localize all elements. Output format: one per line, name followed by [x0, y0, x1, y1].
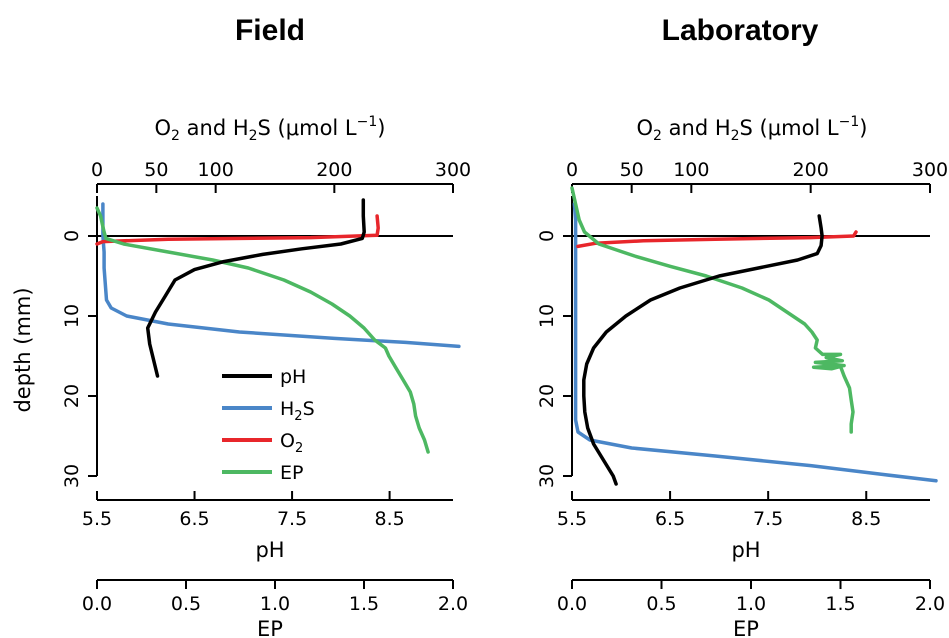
ph-axis-tick-label: 5.5 [557, 508, 587, 530]
top-axis-tick-label: 200 [316, 159, 352, 181]
ep-axis-tick-label: 1.0 [736, 593, 766, 615]
top-axis-title-part: 2 [653, 128, 662, 144]
top-axis-tick-label: 100 [673, 159, 709, 181]
legend-label-ep: EP [280, 462, 303, 484]
ep-axis-tick-label: 0.0 [82, 593, 112, 615]
ep-axis-tick-label: 2.0 [438, 593, 468, 615]
series-line-h2s [101, 202, 461, 349]
ep-axis-tick-label: 1.5 [349, 593, 379, 615]
ep-axis-tick-label: 1.5 [825, 593, 855, 615]
top-axis-title-part: −1 [839, 114, 860, 130]
legend-label-part: 2 [295, 441, 303, 456]
ph-axis-tick-label: 6.5 [179, 508, 209, 530]
top-axis-title-part: and H [662, 116, 731, 140]
ep-axis-tick-label: 2.0 [915, 593, 945, 615]
depth-axis-tick-label: 0 [61, 230, 83, 242]
series-line-ep [95, 206, 430, 454]
depth-axis-tick-label: 30 [536, 464, 558, 488]
ph-axis-tick-label: 8.5 [374, 508, 404, 530]
series-line-o2 [95, 214, 380, 246]
depth-axis-tick-label: 10 [61, 304, 83, 328]
series-line-ph [145, 198, 366, 378]
panel-title: Field [235, 14, 305, 47]
top-axis-tick-label: 50 [620, 159, 644, 181]
top-axis-title-part: O [155, 116, 172, 140]
top-axis-title-part: −1 [357, 114, 378, 130]
top-axis-tick-label: 0 [566, 159, 578, 181]
depth-axis-title: depth (mm) [11, 287, 35, 412]
ep-axis-tick-label: 0.0 [557, 593, 587, 615]
depth-axis-tick-label: 20 [61, 384, 83, 408]
ep-axis-tick-label: 0.5 [171, 593, 201, 615]
legend-label-part: O [280, 430, 295, 452]
legend-label-part: 2 [294, 409, 302, 424]
series-line-ep [570, 186, 855, 434]
top-axis-title-part: 2 [731, 128, 740, 144]
top-axis-title: O2 and H2S (μmol L−1) [155, 114, 386, 144]
ph-axis-tick-label: 7.5 [753, 508, 783, 530]
top-axis-title-part: S (μmol L [258, 116, 357, 140]
depth-axis-tick-label: 10 [536, 304, 558, 328]
panel-title: Laboratory [662, 14, 819, 47]
series-line-ph [582, 214, 824, 486]
ep-axis-tick-label: 0.5 [646, 593, 676, 615]
ep-axis-tick-label: 1.0 [260, 593, 290, 615]
top-axis-title: O2 and H2S (μmol L−1) [637, 114, 868, 144]
legend-label-o2: O2 [280, 430, 303, 456]
ph-axis-title: pH [255, 538, 284, 562]
top-axis-tick-label: 100 [198, 159, 234, 181]
ep-axis-title: EP [257, 617, 283, 638]
ep-axis-title: EP [733, 617, 759, 638]
top-axis-title-part: S (μmol L [740, 116, 839, 140]
legend-label-part: H [280, 398, 294, 420]
legend-label-part: S [303, 398, 315, 420]
ph-axis-tick-label: 8.5 [851, 508, 881, 530]
series-line-h2s [572, 202, 938, 483]
top-axis-title-part: and H [180, 116, 249, 140]
depth-axis-tick-label: 20 [536, 384, 558, 408]
legend-label-h2s: H2S [280, 398, 315, 424]
top-axis-title-part: O [637, 116, 654, 140]
top-axis-tick-label: 50 [144, 159, 168, 181]
ph-axis-tick-label: 7.5 [277, 508, 307, 530]
ph-axis-tick-label: 5.5 [82, 508, 112, 530]
top-axis-title-part: 2 [171, 128, 180, 144]
top-axis-title-part: ) [377, 116, 385, 140]
legend-label-ph: pH [280, 366, 306, 388]
top-axis-title-part: 2 [249, 128, 258, 144]
top-axis-tick-label: 300 [912, 159, 948, 181]
top-axis-tick-label: 200 [793, 159, 829, 181]
depth-axis-tick-label: 0 [536, 230, 558, 242]
top-axis-tick-label: 0 [91, 159, 103, 181]
top-axis-tick-label: 300 [435, 159, 471, 181]
depth-axis-tick-label: 30 [61, 464, 83, 488]
top-axis-title-part: ) [859, 116, 867, 140]
ph-axis-title: pH [731, 538, 760, 562]
series-line-o2 [576, 230, 858, 249]
ph-axis-tick-label: 6.5 [655, 508, 685, 530]
